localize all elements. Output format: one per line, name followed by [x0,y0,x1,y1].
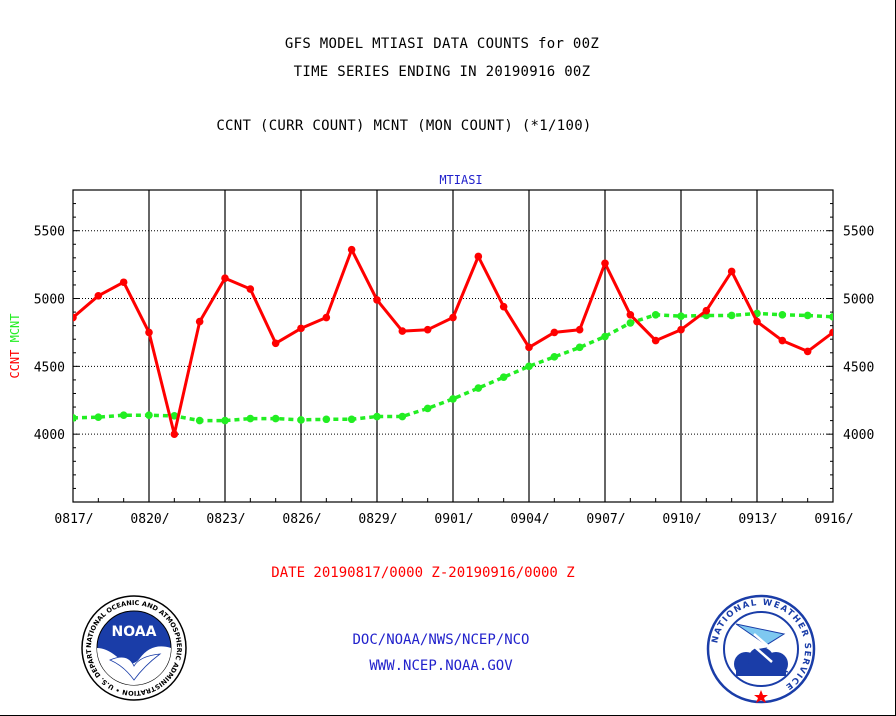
y-axis-label: CCNT MCNT [8,313,22,378]
data-point-ccnt [94,292,103,300]
y-axis-label-ccnt: CCNT [8,342,22,378]
data-point-ccnt [145,328,153,337]
data-point-mcnt [449,395,457,403]
noaa-logo: NATIONAL OCEANIC AND ATMOSPHERIC ADMINIS… [80,594,187,701]
y-tick-label-right: 4500 [843,360,874,375]
data-point-mcnt [94,413,103,422]
data-point-mcnt [170,412,179,420]
y-axis-label-mcnt: MCNT [8,313,22,342]
data-point-ccnt [474,252,483,261]
data-point-mcnt [271,414,280,423]
noaa-logo-text: NOAA [112,624,157,640]
data-point-ccnt [271,339,280,348]
data-point-ccnt [398,327,407,335]
data-point-mcnt [398,412,407,421]
data-point-mcnt [221,416,229,425]
data-point-ccnt [753,317,761,326]
data-point-ccnt [575,325,584,334]
x-tick-label: 0826/ [282,512,321,527]
x-tick-label: 0907/ [586,512,625,527]
data-point-mcnt [297,416,305,424]
data-point-mcnt [575,343,584,352]
data-point-ccnt [449,313,457,322]
x-tick-label: 0820/ [130,512,169,527]
data-point-mcnt [525,362,533,371]
data-point-ccnt [423,325,432,334]
y-tick-label-left: 4000 [34,428,65,443]
chart-title: GFS MODEL MTIASI DATA COUNTS for 00Z [284,36,600,52]
data-point-ccnt [829,328,833,337]
data-point-mcnt [474,384,483,392]
data-point-ccnt [297,324,305,333]
data-point-ccnt [73,313,77,322]
x-tick-label: 0901/ [434,512,473,527]
data-point-ccnt [778,336,787,345]
data-point-mcnt [803,311,812,320]
data-point-ccnt [651,336,660,345]
y-tick-label-left: 5500 [34,225,65,240]
data-point-mcnt [651,311,660,319]
data-point-ccnt [246,285,255,293]
data-point-mcnt [373,412,381,421]
data-point-ccnt [322,313,331,322]
data-point-ccnt [170,430,179,438]
data-point-mcnt [119,411,128,419]
data-point-ccnt [803,347,812,356]
nws-logo: NATIONAL WEATHER SERVICE [706,594,816,704]
series-description: CCNT (CURR COUNT) MCNT (MON COUNT) (*1/1… [216,118,592,134]
date-range: DATE 20190817/0000 Z-20190916/0000 Z [271,565,575,581]
x-tick-label: 0913/ [738,512,777,527]
x-tick-label: 0829/ [358,512,397,527]
data-point-ccnt [221,274,229,282]
data-point-ccnt [677,325,685,334]
data-point-ccnt [347,245,356,254]
data-point-ccnt [119,278,128,287]
data-point-mcnt [550,353,559,361]
chart-subtitle-mtiasi: MTIASI [439,173,482,187]
data-point-ccnt [525,343,533,352]
data-point-mcnt [423,404,432,413]
data-point-mcnt [601,332,609,341]
data-point-mcnt [829,313,833,321]
chart-subtitle: TIME SERIES ENDING IN 20190916 00Z [293,64,591,80]
x-tick-label: 0916/ [814,512,853,527]
data-point-ccnt [727,267,736,276]
data-point-mcnt [145,411,153,419]
data-point-mcnt [195,416,204,425]
website-link[interactable]: WWW.NCEP.NOAA.GOV [369,658,513,674]
data-point-mcnt [727,311,736,320]
org-label: DOC/NOAA/NWS/NCEP/NCO [352,632,530,648]
x-tick-label: 0817/ [54,512,93,527]
data-point-ccnt [550,328,559,337]
x-tick-label: 0910/ [662,512,701,527]
data-point-ccnt [601,259,609,268]
y-tick-label-right: 4000 [843,428,874,443]
data-point-mcnt [778,311,787,319]
y-tick-label-left: 5000 [34,293,65,308]
data-point-mcnt [322,415,331,424]
data-point-mcnt [626,319,635,327]
y-tick-label-right: 5500 [843,225,874,240]
x-tick-label: 0904/ [510,512,549,527]
data-point-ccnt [373,296,381,304]
data-point-ccnt [626,311,635,319]
star-icon [754,690,768,703]
data-point-mcnt [246,414,255,423]
data-point-mcnt [73,414,77,422]
y-tick-label-left: 4500 [34,360,65,375]
y-tick-label-right: 5000 [843,293,874,308]
data-point-mcnt [499,373,508,382]
x-tick-label: 0823/ [206,512,245,527]
data-point-mcnt [347,415,356,424]
data-point-mcnt [677,312,685,320]
data-point-ccnt [499,302,508,311]
data-point-ccnt [195,317,204,326]
data-point-ccnt [702,306,711,315]
